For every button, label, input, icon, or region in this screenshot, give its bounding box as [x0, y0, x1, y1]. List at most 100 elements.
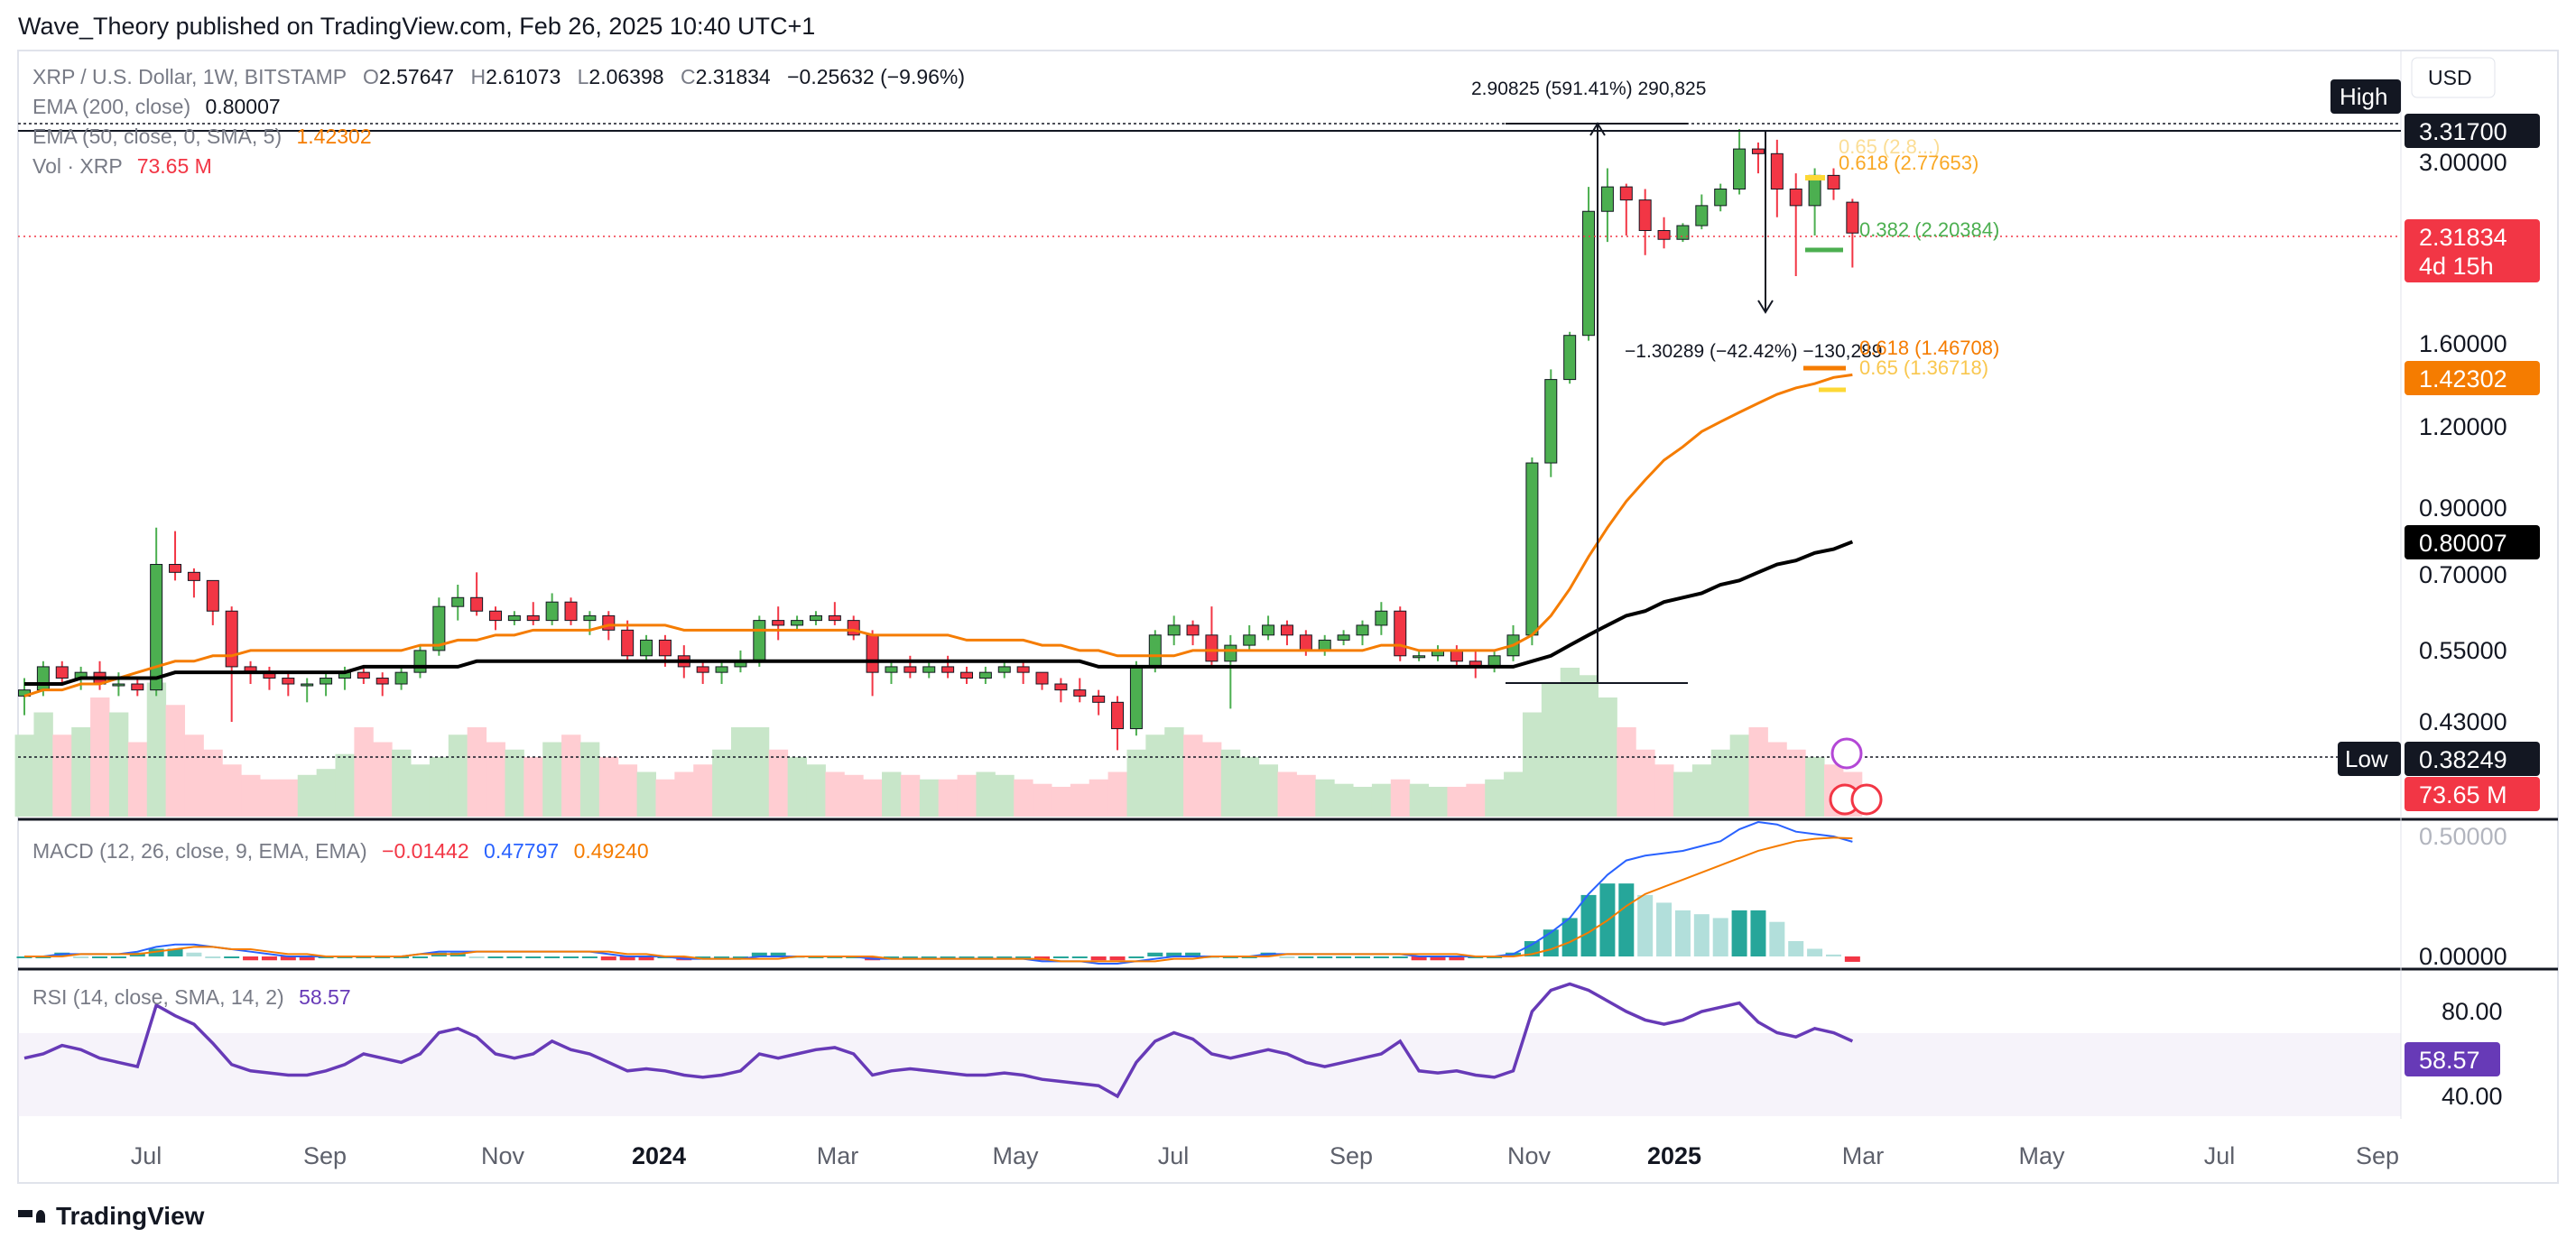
- candle: [753, 615, 766, 667]
- volume-bar: [1541, 682, 1561, 817]
- flag-icon-2[interactable]: [1850, 783, 1883, 816]
- candle: [1073, 678, 1087, 703]
- publisher-header: Wave_Theory published on TradingView.com…: [18, 13, 816, 40]
- candle-body: [922, 666, 936, 673]
- volume-bar: [1277, 771, 1297, 817]
- volume-bar: [1164, 727, 1184, 817]
- event-icon[interactable]: [1830, 737, 1863, 770]
- high-label-badge: [2330, 79, 2401, 114]
- candle-body: [282, 678, 295, 685]
- candle-body: [640, 639, 653, 657]
- volume-bar: [1729, 734, 1750, 817]
- volume-bar: [165, 705, 185, 817]
- candle: [1733, 129, 1747, 195]
- candle: [169, 531, 182, 581]
- fib-618-low-label: 0.618 (1.46708): [1859, 337, 1999, 359]
- candle-body: [866, 634, 879, 673]
- candle: [470, 572, 484, 616]
- candle: [922, 660, 936, 679]
- candle-body: [941, 666, 955, 673]
- macd-histogram-bar: [1712, 918, 1728, 956]
- volume-bar: [1767, 742, 1787, 817]
- currency-button[interactable]: [2411, 57, 2496, 98]
- fib-382-label: 0.382 (2.20384): [1859, 218, 1999, 241]
- macd-histogram-bar: [205, 956, 221, 958]
- events-icons[interactable]: [1829, 737, 1883, 816]
- volume-bar: [636, 771, 656, 817]
- macd-histogram-bar: [1166, 952, 1182, 956]
- candle-body: [301, 683, 314, 687]
- candle: [583, 611, 597, 635]
- macd-histogram-bar: [695, 956, 711, 958]
- macd-histogram-bar: [581, 956, 598, 958]
- volume-bar: [995, 774, 1015, 817]
- candle: [866, 630, 879, 697]
- price-tick-label: 3.00000: [2419, 149, 2507, 176]
- tradingview-brand: TradingView: [56, 1202, 205, 1230]
- volume-bar: [1691, 764, 1712, 817]
- volume-bar: [1258, 764, 1279, 817]
- candle: [903, 655, 917, 679]
- volume-bar: [505, 749, 524, 817]
- volume-bar: [184, 734, 204, 817]
- volume-bar: [260, 779, 280, 817]
- macd-histogram-bar: [1185, 952, 1201, 956]
- macd-histogram-bar: [1656, 902, 1673, 956]
- fib-65-label: 0.65 (2.8...): [1839, 135, 1941, 158]
- price-tick-label: 0.43000: [2419, 708, 2507, 735]
- high-value-text: 3.31700: [2419, 118, 2507, 145]
- candle: [978, 666, 992, 685]
- legend-h-label: H: [470, 65, 486, 88]
- macd-histogram-bar: [224, 956, 240, 958]
- candle: [526, 602, 540, 625]
- candle: [1846, 199, 1859, 268]
- volume-bar: [146, 682, 167, 817]
- candle-body: [1714, 188, 1728, 207]
- fib-618-label: 0.618 (2.77653): [1839, 152, 1978, 174]
- volume-bar: [1598, 697, 1617, 817]
- volume-bar: [1805, 757, 1825, 817]
- candle-body: [526, 614, 540, 622]
- candle: [206, 579, 219, 625]
- candle: [1657, 217, 1671, 249]
- volume-bar: [787, 757, 808, 817]
- candle: [941, 655, 955, 679]
- x-tick-label: Jul: [1158, 1142, 1190, 1169]
- volume-bar: [1107, 771, 1127, 817]
- macd-histogram-bar: [1825, 954, 1841, 956]
- candle-body: [1356, 624, 1369, 636]
- legend-o-label: O: [363, 65, 379, 88]
- candle-body: [1205, 634, 1219, 662]
- candle: [1224, 634, 1237, 709]
- volume-bar: [71, 727, 91, 817]
- candle: [809, 611, 822, 625]
- macd-tick-label: 0.00000: [2419, 943, 2507, 970]
- macd-histogram-bar: [940, 956, 956, 958]
- macd-histogram-bar: [1430, 956, 1446, 961]
- macd-legend-macd: 0.47797: [484, 839, 559, 863]
- candle: [1827, 168, 1840, 200]
- candle-body: [1016, 666, 1030, 673]
- rsi-band: [18, 1033, 2401, 1116]
- candle-body: [885, 666, 898, 673]
- legend-close: 2.31834: [696, 65, 771, 88]
- rsi-legend-value: 58.57: [299, 985, 351, 1009]
- macd-histogram-bar: [280, 956, 296, 961]
- macd-histogram-bar: [1693, 914, 1710, 956]
- macd-histogram-bar: [1618, 883, 1635, 956]
- volume-bar: [127, 742, 148, 817]
- legend-symbol: XRP / U.S. Dollar, 1W, BITSTAMP: [32, 65, 347, 88]
- volume-bar: [1579, 675, 1598, 817]
- candle: [357, 666, 370, 685]
- candle-body: [1148, 634, 1162, 668]
- candle: [1638, 189, 1652, 255]
- candle-body: [1092, 695, 1106, 703]
- candle: [545, 593, 559, 625]
- volume-bar: [33, 712, 53, 817]
- candle-body: [489, 610, 502, 622]
- candle: [715, 660, 728, 685]
- candle-body: [55, 666, 69, 679]
- volume-bar: [938, 779, 959, 817]
- candle: [1337, 630, 1350, 646]
